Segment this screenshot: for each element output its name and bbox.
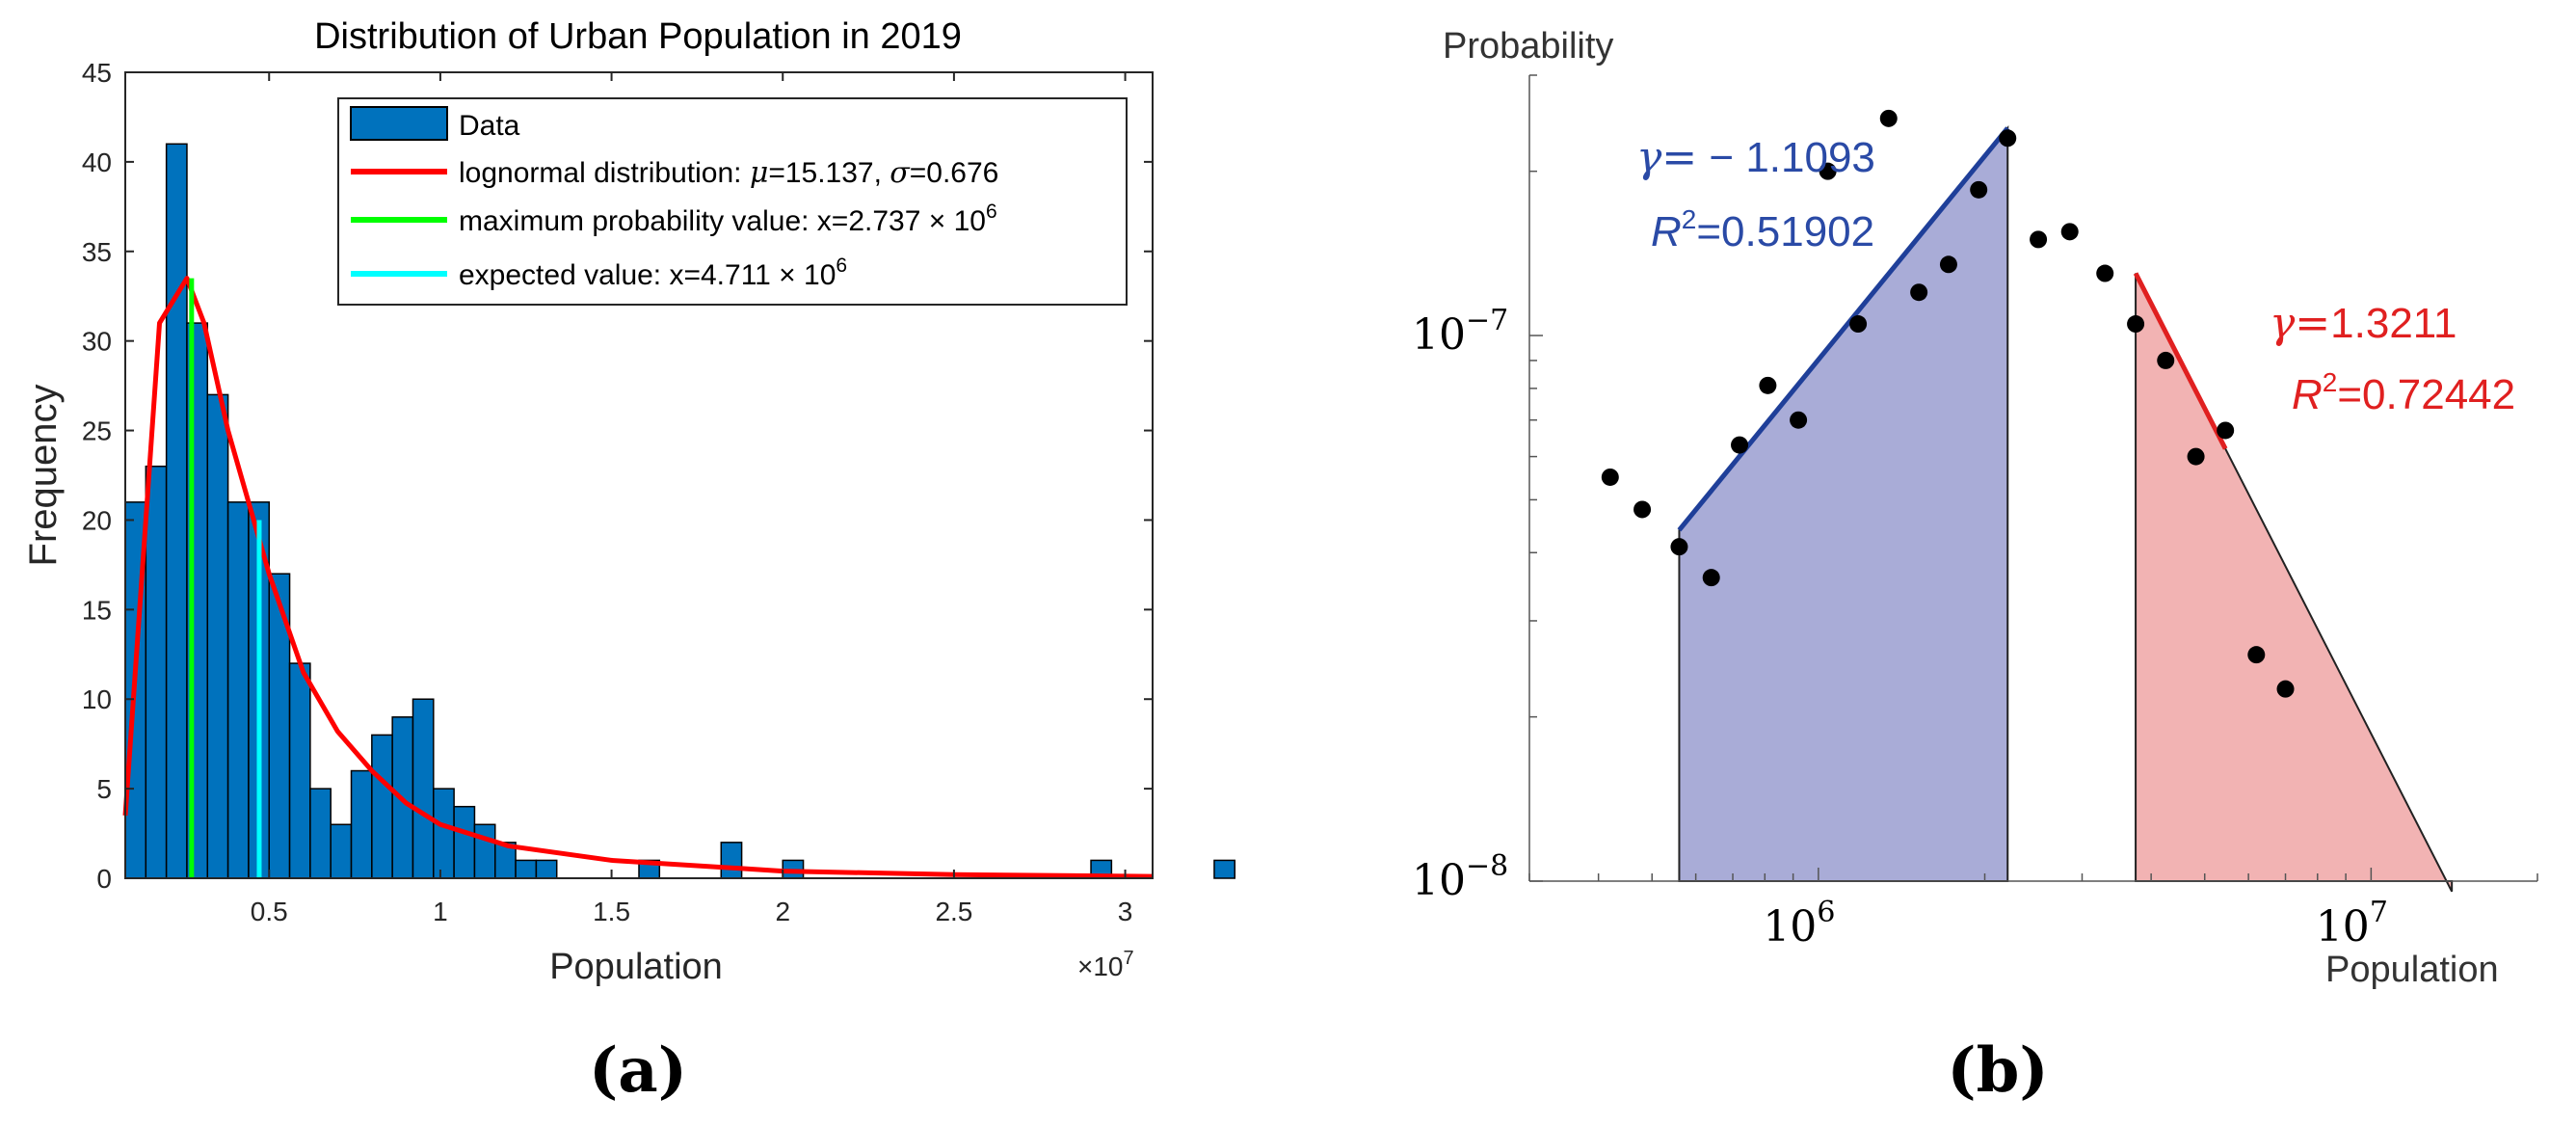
panel-b-label: (b) — [1947, 1034, 2048, 1107]
r2-left-label: R2=0.51902 — [1651, 204, 1874, 255]
scatter-point — [1849, 315, 1868, 334]
x-tick-label-b: 106 — [1763, 896, 1835, 952]
scatter-point — [2127, 315, 2145, 334]
y-axis-ticks-b: 10−7 10−8 — [1412, 74, 1543, 905]
histogram-bar — [145, 465, 168, 879]
gamma-left-label: γ= − 1.1093 — [1636, 133, 1875, 182]
scatter-point — [2096, 264, 2114, 282]
scatter-point — [1939, 255, 1957, 274]
axes-box-a — [124, 71, 1154, 879]
y-tick-label-a: 0 — [96, 864, 112, 894]
fit-line-left — [1677, 126, 2010, 532]
scatter-point — [2276, 680, 2295, 698]
panel-a: Distribution of Urban Population in 2019… — [22, 16, 2181, 1107]
y-tick-label-a: 35 — [82, 237, 112, 267]
y-tick-label-a: 15 — [82, 595, 112, 625]
histogram-bars — [124, 143, 2181, 879]
x-tick-label-a: 2 — [775, 897, 790, 926]
x-tick-label-a: 1 — [433, 897, 448, 926]
panel-b: 106 107 10−7 10−8 Probability Population γ… — [1412, 26, 2538, 1107]
scatter-point — [1731, 436, 1749, 454]
y-tick-label-a: 5 — [96, 774, 112, 804]
y-tick-label-b: 10−7 — [1412, 304, 1508, 360]
legend-label-expected: expected value: x=4.711 × 106 — [459, 255, 847, 291]
scatter-point — [2030, 230, 2048, 249]
scatter-point — [2157, 351, 2175, 369]
r2-right-label: R2=0.72442 — [2292, 367, 2515, 418]
histogram-bar — [350, 769, 373, 879]
lognormal-curve-line — [122, 276, 1154, 879]
histogram-bar — [165, 143, 188, 879]
x-axis-label-a: Population — [549, 947, 723, 987]
x-tick-label-a: 2.5 — [935, 897, 972, 926]
gamma-right-label: γ=1.3211 — [2270, 299, 2456, 348]
scatter-point — [2217, 421, 2235, 440]
histogram-bar — [330, 823, 353, 879]
x-axis-ticks-a: 0.5 1 1.5 2 2.5 3 — [251, 72, 1133, 926]
scatter-point — [2247, 646, 2266, 664]
panel-a-label: (a) — [589, 1034, 687, 1107]
x-axis-label-b: Population — [2325, 950, 2499, 990]
legend-label-lognormal: lognormal distribution: μ=15.137, σ=0.67… — [459, 156, 998, 190]
legend-label-max-probability: maximum probability value: x=2.737 × 106 — [459, 201, 997, 237]
chart-a-title: Distribution of Urban Population in 2019 — [314, 16, 962, 57]
y-axis-label-a: Frequency — [22, 385, 65, 567]
histogram-bar — [206, 393, 229, 879]
scatter-point — [1790, 411, 1808, 429]
histogram-bar — [371, 734, 393, 879]
scatter-points — [1601, 109, 2295, 698]
histogram-bar — [453, 805, 476, 879]
y-tick-label-a: 30 — [82, 327, 112, 357]
legend-a: Data lognormal distribution: μ=15.137, σ… — [337, 97, 1128, 306]
fit-lines — [1677, 126, 2228, 532]
histogram-bar — [720, 842, 743, 879]
histogram-bar — [535, 859, 558, 879]
fit-line-right — [2133, 272, 2228, 450]
histogram-bar — [433, 788, 455, 879]
scatter-point — [1601, 468, 1619, 486]
y-tick-label-a: 20 — [82, 505, 112, 535]
scatter-point — [1759, 376, 1777, 394]
y-tick-label-a: 25 — [82, 416, 112, 446]
x-tick-label-a: 1.5 — [593, 897, 630, 926]
scatter-point — [1910, 283, 1928, 302]
y-axis-label-b: Probability — [1443, 26, 1613, 67]
x-tick-label-a: 3 — [1118, 897, 1133, 926]
histogram-bar — [412, 698, 435, 879]
y-tick-label-a: 45 — [82, 58, 112, 88]
scatter-point — [1819, 162, 1837, 180]
scatter-point — [1970, 180, 1988, 199]
scatter-point — [1879, 109, 1898, 127]
y-tick-label-b: 10−8 — [1412, 849, 1508, 905]
legend-box — [337, 97, 1128, 306]
histogram-bar — [309, 788, 332, 879]
histogram-bar — [1213, 859, 1236, 879]
scatter-point — [1999, 129, 2017, 147]
legend-swatch-data — [350, 106, 448, 141]
y-tick-label-a: 10 — [82, 684, 112, 714]
x-tick-label-b: 107 — [2316, 896, 2388, 952]
histogram-bar — [473, 823, 496, 879]
reference-lines — [189, 278, 262, 878]
x-tick-label-a: 0.5 — [251, 897, 288, 926]
y-axis-ticks-a: 0 5 10 15 20 25 30 35 40 45 — [82, 58, 1153, 894]
scatter-point — [1633, 500, 1652, 519]
scatter-point — [2187, 447, 2205, 466]
y-tick-label-a: 40 — [82, 147, 112, 177]
scatter-point — [1702, 569, 1720, 587]
scatter-point — [1670, 538, 1688, 556]
legend-label-data: Data — [459, 110, 520, 142]
x-exponent-label: ×107 — [1077, 948, 1134, 981]
x-axis-ticks-b: 106 107 — [1528, 868, 2538, 952]
histogram-bar — [288, 662, 311, 879]
histogram-bar — [226, 501, 250, 879]
lognormal-curve — [122, 276, 1154, 879]
scatter-point — [2060, 223, 2079, 241]
histogram-bar — [515, 859, 538, 879]
